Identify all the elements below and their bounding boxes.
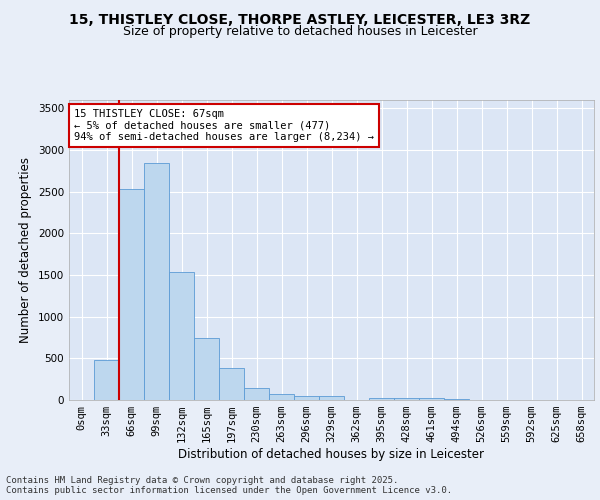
Bar — [394, 398, 419, 400]
Text: Size of property relative to detached houses in Leicester: Size of property relative to detached ho… — [122, 25, 478, 38]
Bar — [319, 396, 344, 400]
Text: 15 THISTLEY CLOSE: 67sqm
← 5% of detached houses are smaller (477)
94% of semi-d: 15 THISTLEY CLOSE: 67sqm ← 5% of detache… — [74, 109, 374, 142]
Bar — [294, 396, 319, 400]
Bar — [244, 388, 269, 400]
Bar — [94, 360, 119, 400]
Bar — [219, 368, 244, 400]
Bar — [194, 338, 219, 400]
X-axis label: Distribution of detached houses by size in Leicester: Distribution of detached houses by size … — [179, 448, 485, 461]
Text: 15, THISTLEY CLOSE, THORPE ASTLEY, LEICESTER, LE3 3RZ: 15, THISTLEY CLOSE, THORPE ASTLEY, LEICE… — [70, 12, 530, 26]
Text: Contains HM Land Registry data © Crown copyright and database right 2025.
Contai: Contains HM Land Registry data © Crown c… — [6, 476, 452, 495]
Bar — [144, 164, 169, 400]
Bar — [444, 399, 469, 400]
Bar — [269, 394, 294, 400]
Y-axis label: Number of detached properties: Number of detached properties — [19, 157, 32, 343]
Bar — [419, 398, 444, 400]
Bar — [169, 272, 194, 400]
Bar — [119, 189, 144, 400]
Bar — [369, 398, 394, 400]
